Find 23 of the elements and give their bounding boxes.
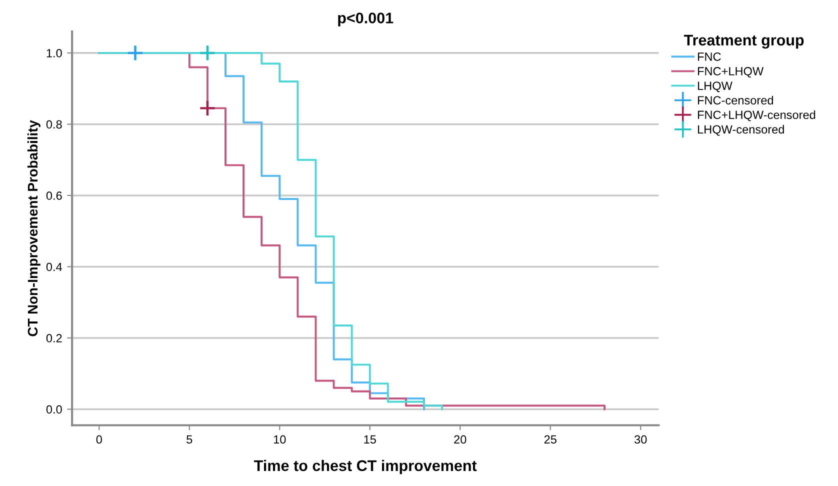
chart-title: p<0.001 bbox=[338, 12, 394, 26]
y-tick-label: 0.8 bbox=[46, 120, 62, 129]
legend-label: LHQW bbox=[698, 82, 732, 92]
y-tick-label: 0.2 bbox=[46, 334, 62, 342]
x-axis-title: Time to chest CT improvement bbox=[254, 460, 477, 474]
legend-label: FNC+LHQW bbox=[698, 67, 764, 78]
x-tick-label: 10 bbox=[274, 435, 286, 444]
y-axis-title: CT Non-Improvement Probability bbox=[27, 120, 40, 336]
y-tick-label: 0.0 bbox=[46, 405, 62, 414]
y-tick-label: 0.4 bbox=[46, 262, 62, 272]
y-tick-label: 1.0 bbox=[46, 49, 62, 58]
y-tick-label: 0.6 bbox=[46, 192, 62, 200]
legend-label: FNC bbox=[698, 52, 721, 61]
x-tick-label: 20 bbox=[454, 435, 466, 444]
x-tick-label: 30 bbox=[634, 435, 647, 444]
x-tick-label: 5 bbox=[186, 435, 192, 444]
x-tick-label: 15 bbox=[364, 435, 376, 444]
legend-title: Treatment group bbox=[684, 34, 804, 49]
legend-label: FNC+LHQW-censored bbox=[698, 110, 816, 122]
x-tick-label: 25 bbox=[544, 435, 556, 444]
legend-label: LHQW-censored bbox=[698, 124, 784, 136]
x-tick-label: 0 bbox=[96, 435, 102, 444]
legend-label: FNC-censored bbox=[698, 96, 774, 105]
